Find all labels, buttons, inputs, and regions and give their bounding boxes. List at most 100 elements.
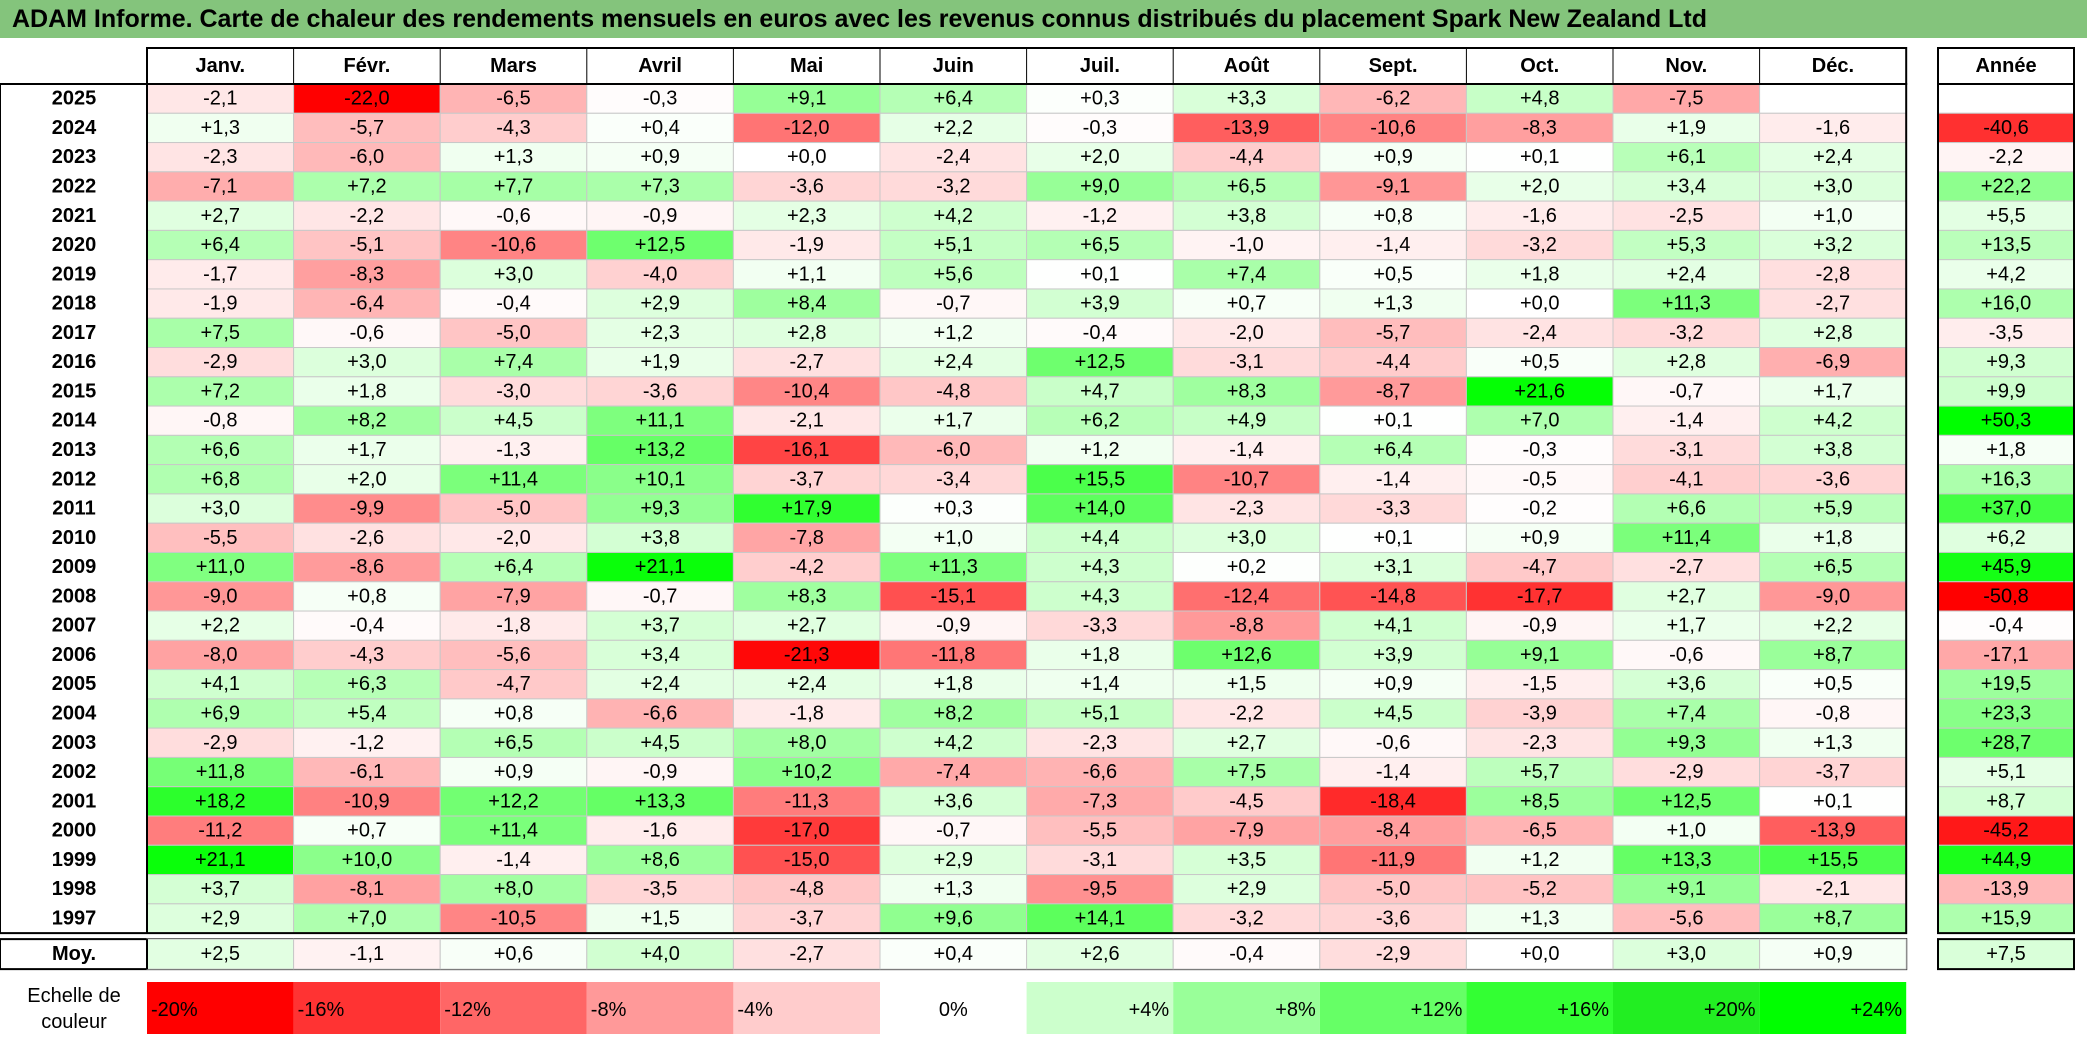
- month-header: Avril: [638, 55, 682, 77]
- cell-value: +14,1: [1075, 907, 1126, 929]
- year-label: 2024: [52, 117, 97, 139]
- cell-value: -16,1: [784, 439, 830, 461]
- cell-value: -2,7: [1669, 556, 1703, 578]
- cell-value: +4,2: [1813, 410, 1852, 432]
- cell-value: -1,4: [1229, 439, 1263, 461]
- cell-value: +6,3: [347, 673, 386, 695]
- cell-value: +7,4: [1227, 263, 1266, 285]
- heat-cell: [439, 639, 588, 671]
- heat-cell: [1172, 259, 1321, 290]
- cell-value: +3,1: [1373, 556, 1412, 578]
- cell-value: +6,4: [1373, 439, 1412, 461]
- cell-value: +12,5: [635, 234, 686, 256]
- annual-cell: [1937, 288, 2075, 319]
- cell-value: +8,7: [1813, 907, 1852, 929]
- heat-cell: [1612, 317, 1761, 349]
- heat-cell: [1612, 347, 1761, 378]
- cell-value: -11,9: [1371, 849, 1415, 871]
- cell-value: -8,4: [1376, 820, 1410, 842]
- cell-value: +13,2: [635, 439, 686, 461]
- scale-swatch: [1759, 982, 1907, 1034]
- annual-value: +1,8: [1986, 439, 2025, 461]
- heat-cell: [1319, 844, 1467, 876]
- heat-cell: [1612, 903, 1761, 934]
- heat-cell: [439, 581, 588, 612]
- year-label: 2003: [52, 732, 97, 754]
- month-header: Nov.: [1665, 55, 1707, 77]
- annual-value: +22,2: [1981, 175, 2032, 197]
- cell-value: -2,9: [203, 351, 237, 373]
- annual-value: +19,5: [1981, 673, 2032, 695]
- heat-cell: [293, 815, 441, 846]
- heat-cell: [1612, 464, 1761, 495]
- heat-cell: [1026, 698, 1174, 729]
- cell-value: -2,5: [1669, 205, 1703, 227]
- cell-value: -3,2: [1669, 322, 1703, 344]
- cell-value: -5,6: [496, 644, 530, 666]
- year-label: 2016: [52, 351, 97, 373]
- cell-value: -0,3: [1522, 439, 1556, 461]
- heat-cell: [586, 698, 734, 729]
- heat-cell: [439, 200, 588, 231]
- heat-cell: [293, 756, 441, 788]
- heat-cell: [439, 405, 588, 436]
- month-header: Mai: [790, 55, 823, 77]
- heat-cell: [1465, 610, 1614, 641]
- cell-value: -2,9: [1669, 761, 1703, 783]
- cell-value: +6,1: [1667, 146, 1706, 168]
- heat-cell: [439, 786, 588, 817]
- heat-cell: [1759, 815, 1907, 846]
- cell-value: +2,0: [1520, 175, 1559, 197]
- average-cell: [879, 938, 1028, 970]
- cell-value: -0,2: [1522, 498, 1556, 520]
- cell-value: +2,2: [201, 615, 240, 637]
- heat-cell: [732, 522, 881, 553]
- heat-cell: [1759, 756, 1907, 788]
- cell-value: -2,3: [1083, 732, 1117, 754]
- heat-cell: [293, 142, 441, 173]
- cell-value: +0,9: [494, 761, 533, 783]
- scale-swatch: [1466, 982, 1613, 1034]
- heat-cell: [1172, 493, 1321, 524]
- heat-cell: [732, 639, 881, 671]
- heat-cell: [586, 639, 734, 671]
- cell-value: -7,8: [789, 527, 823, 549]
- cell-value: +2,4: [787, 673, 826, 695]
- cell-value: +8,6: [640, 849, 679, 871]
- average-cell: [1465, 938, 1614, 970]
- heat-cell: [439, 551, 588, 583]
- annual-value: +44,9: [1981, 849, 2032, 871]
- cell-value: -10,6: [491, 234, 537, 256]
- cell-value: +13,3: [1661, 849, 1712, 871]
- annual-value: -0,4: [1989, 615, 2023, 637]
- scale-label-value: 0%: [939, 999, 968, 1021]
- cell-value: +6,9: [201, 703, 240, 725]
- cell-value: +7,0: [1520, 410, 1559, 432]
- cell-value: +2,7: [1227, 732, 1266, 754]
- heat-cell: [1465, 112, 1614, 144]
- heat-cell: [879, 434, 1028, 466]
- cell-value: +7,3: [640, 175, 679, 197]
- average-value: +2,6: [1080, 943, 1119, 965]
- average-value: -0,4: [1229, 943, 1263, 965]
- cell-value: -4,4: [1229, 146, 1263, 168]
- heat-cell: [1465, 259, 1614, 290]
- heat-cell: [586, 83, 734, 114]
- heat-cell: [732, 200, 881, 231]
- annual-value: +13,5: [1981, 234, 2032, 256]
- cell-value: +9,1: [787, 88, 826, 110]
- cell-value: +9,3: [640, 498, 679, 520]
- heat-cell: [293, 493, 441, 524]
- annual-header-box: [1937, 47, 2075, 85]
- cell-value: -3,0: [496, 380, 530, 402]
- heat-cell: [146, 288, 295, 319]
- cell-value: -5,6: [1669, 907, 1703, 929]
- cell-value: +4,1: [201, 673, 240, 695]
- cell-value: +12,5: [1075, 351, 1126, 373]
- heat-cell: [1759, 522, 1907, 553]
- cell-value: +8,4: [787, 293, 826, 315]
- cell-value: +0,8: [1373, 205, 1412, 227]
- cell-value: +21,1: [635, 556, 686, 578]
- cell-value: +2,7: [201, 205, 240, 227]
- heat-cell: [586, 434, 734, 466]
